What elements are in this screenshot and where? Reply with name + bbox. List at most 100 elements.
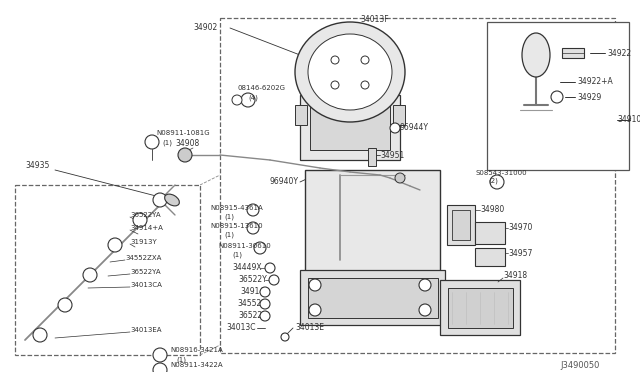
Text: N08911-3422A: N08911-3422A <box>170 362 223 368</box>
Text: 36522YA: 36522YA <box>130 269 161 275</box>
Text: (1): (1) <box>224 232 234 238</box>
Bar <box>220 18 615 353</box>
Text: (2): (2) <box>488 178 498 184</box>
Circle shape <box>232 95 242 105</box>
Bar <box>393 105 405 125</box>
Circle shape <box>247 222 259 234</box>
Text: N08915-4361A: N08915-4361A <box>210 205 263 211</box>
Circle shape <box>133 213 147 227</box>
Circle shape <box>361 56 369 64</box>
Circle shape <box>108 238 122 252</box>
Text: 96944Y: 96944Y <box>400 124 429 132</box>
Text: 34951: 34951 <box>380 151 404 160</box>
Text: (1): (1) <box>162 140 172 146</box>
Circle shape <box>153 363 167 372</box>
Circle shape <box>309 304 321 316</box>
Circle shape <box>331 81 339 89</box>
Text: 34929: 34929 <box>577 93 601 102</box>
Text: 34013C: 34013C <box>226 324 255 333</box>
Bar <box>368 148 376 166</box>
Bar <box>15 185 200 355</box>
Text: 31913Y: 31913Y <box>130 239 157 245</box>
Circle shape <box>58 298 72 312</box>
Text: N08911-30610: N08911-30610 <box>218 243 271 249</box>
Text: 34449X: 34449X <box>232 263 262 273</box>
Bar <box>475 248 505 266</box>
Circle shape <box>254 242 266 254</box>
Bar <box>308 278 438 318</box>
Circle shape <box>153 348 167 362</box>
Circle shape <box>153 193 167 207</box>
Text: S08543-31000: S08543-31000 <box>476 170 527 176</box>
Circle shape <box>145 135 159 149</box>
Circle shape <box>260 299 270 309</box>
Circle shape <box>33 328 47 342</box>
Bar <box>487 22 629 170</box>
Text: 34552ZXA: 34552ZXA <box>125 255 161 261</box>
Bar <box>305 170 440 285</box>
Circle shape <box>419 304 431 316</box>
Circle shape <box>331 56 339 64</box>
Text: 96940Y: 96940Y <box>270 177 299 186</box>
Text: J3490050: J3490050 <box>560 360 600 369</box>
Text: 34902: 34902 <box>193 23 217 32</box>
Circle shape <box>178 148 192 162</box>
Circle shape <box>395 173 405 183</box>
Text: 34980: 34980 <box>480 205 504 215</box>
Text: 34914: 34914 <box>240 288 264 296</box>
Text: 36522Y: 36522Y <box>238 311 267 321</box>
Circle shape <box>361 81 369 89</box>
Circle shape <box>419 279 431 291</box>
Circle shape <box>265 263 275 273</box>
Ellipse shape <box>308 34 392 110</box>
Circle shape <box>241 93 255 107</box>
Text: 34013F: 34013F <box>360 16 388 25</box>
Text: 34013E: 34013E <box>295 324 324 333</box>
Circle shape <box>551 91 563 103</box>
Bar <box>440 280 520 335</box>
Text: 34922+A: 34922+A <box>577 77 612 87</box>
Text: 34918: 34918 <box>503 270 527 279</box>
Text: 34957: 34957 <box>508 248 532 257</box>
Text: 36522Y: 36522Y <box>238 276 267 285</box>
Text: 34908: 34908 <box>175 138 199 148</box>
Bar <box>447 205 475 245</box>
Text: 34922: 34922 <box>607 48 631 58</box>
Circle shape <box>309 279 321 291</box>
Text: 08146-6202G: 08146-6202G <box>238 85 286 91</box>
Circle shape <box>83 268 97 282</box>
Text: 34935: 34935 <box>25 160 49 170</box>
Bar <box>475 222 505 244</box>
Text: 34910: 34910 <box>617 115 640 125</box>
Circle shape <box>281 333 289 341</box>
Text: 34013CA: 34013CA <box>130 282 162 288</box>
Text: N08915-13610: N08915-13610 <box>210 223 262 229</box>
Text: N08916-3421A: N08916-3421A <box>170 347 223 353</box>
Bar <box>562 48 584 58</box>
Circle shape <box>260 311 270 321</box>
Circle shape <box>247 204 259 216</box>
Ellipse shape <box>295 22 405 122</box>
Text: N08911-1081G: N08911-1081G <box>156 130 210 136</box>
Text: (4): (4) <box>248 95 258 101</box>
Circle shape <box>269 275 279 285</box>
Text: 34013EA: 34013EA <box>130 327 161 333</box>
Ellipse shape <box>164 194 179 206</box>
Ellipse shape <box>522 33 550 77</box>
Bar <box>300 95 400 160</box>
Bar <box>452 210 470 240</box>
Circle shape <box>390 123 400 133</box>
Text: (1): (1) <box>232 252 242 258</box>
Bar <box>295 105 307 125</box>
Text: 34552X: 34552X <box>237 299 266 308</box>
Bar <box>448 288 513 328</box>
Bar <box>310 100 390 150</box>
Text: 34914+A: 34914+A <box>130 225 163 231</box>
Text: (1): (1) <box>176 357 186 363</box>
Circle shape <box>260 287 270 297</box>
Bar <box>300 270 445 325</box>
Text: (1): (1) <box>224 214 234 220</box>
Circle shape <box>490 175 504 189</box>
Text: 36522YA: 36522YA <box>130 212 161 218</box>
Text: 34970: 34970 <box>508 224 532 232</box>
